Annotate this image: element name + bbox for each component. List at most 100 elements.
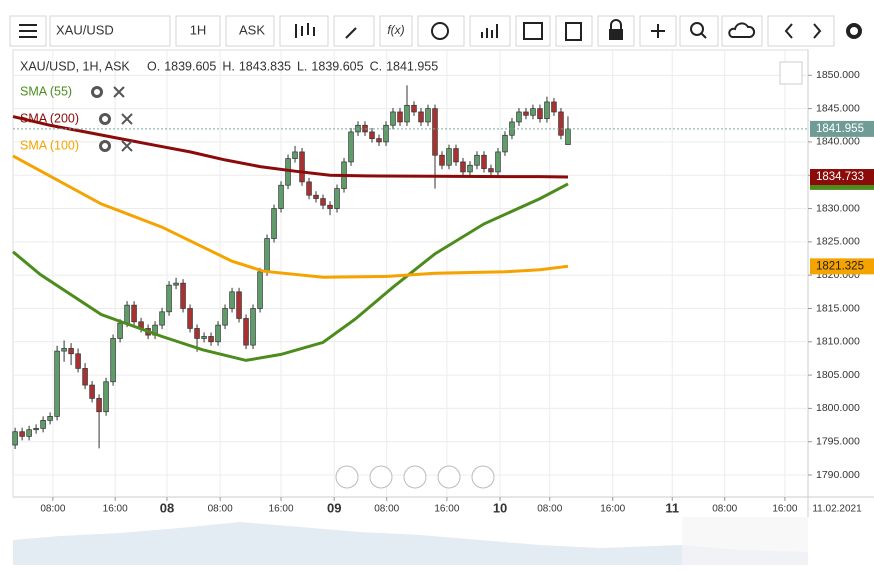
candle-body [117,322,123,339]
candle-body [33,428,39,431]
x-tick-label: 11 [665,500,679,515]
candle-body [383,124,389,143]
date-label: 11.02.2021 [812,504,862,515]
candle-body [292,151,298,159]
y-tick-label: 1840.000 [816,136,860,148]
chart-type-button[interactable] [279,15,329,47]
ohlc-value: 1841.955 [386,59,438,73]
y-tick-label: 1810.000 [816,336,860,348]
pen-icon [345,27,357,39]
candle-body [54,350,60,417]
candle-body [236,291,242,319]
x-tick-label: 16:00 [434,504,459,515]
candle-body [411,104,417,113]
zoom-handle [700,32,707,39]
x-tick-label: 16:00 [103,504,128,515]
candle-body [530,108,536,116]
nav-left[interactable] [335,465,359,489]
candle-body [173,282,179,286]
candle-body [299,151,305,183]
candle-body [320,198,326,206]
candle-body [558,111,564,136]
legend-settings[interactable] [91,86,103,98]
indicator-button[interactable] [469,15,511,47]
candle-body [467,164,473,173]
legend-label: SMA (100) [20,138,79,152]
bars-icon [481,24,498,38]
candle-body [271,208,277,239]
y-tick-label: 1800.000 [816,402,860,414]
nav-zoom-out[interactable] [369,465,393,489]
ohlc-info: O. 1839.605 H. 1843.835 L. 1839.605 C. 1841.955 [147,59,438,73]
candle-body [488,168,494,173]
lock-icon [609,29,623,40]
candle-body [19,431,25,437]
candle-body [544,101,550,119]
candle-body [187,308,193,329]
candle-body [131,304,137,323]
price-type-button[interactable] [225,15,275,47]
y-tick-label: 1845.000 [816,102,860,114]
nav-reset[interactable] [403,465,427,489]
cloud-button[interactable] [721,15,763,47]
candle-body [334,188,340,209]
candle-icon [295,23,315,38]
candle-body [180,282,186,309]
candle-body [397,111,403,123]
legend-remove[interactable] [113,86,125,98]
interval-text: 1H [190,22,207,37]
legend-remove[interactable] [121,113,133,125]
template-button[interactable] [555,15,593,47]
interval-button[interactable] [175,15,221,47]
candle-body [82,368,88,386]
scroll-buttons[interactable] [767,15,835,47]
candle-body [474,154,480,166]
candle-body [306,181,312,196]
legend-remove[interactable] [121,140,133,152]
candle-body [327,204,333,209]
candle-body [460,161,466,173]
sma-line [12,154,569,279]
y-tick-label: 1805.000 [816,369,860,381]
candle-body [40,420,46,429]
candle-body [12,431,18,446]
legend-settings[interactable] [99,113,111,125]
nav-zoom-in[interactable] [437,465,461,489]
candle-body [425,108,431,123]
candle-body [89,384,95,399]
info-button[interactable] [417,15,465,47]
candle-body [348,131,354,163]
y-tick-label: 1850.000 [816,69,860,81]
ohlc-value: 1843.835 [239,59,291,73]
toolbar: XAU/USD 1H ASK f(x) [9,15,862,47]
candle-body [68,348,74,355]
calendar-button[interactable] [515,15,551,47]
candle-body [61,348,67,352]
x-tick-label: 16:00 [269,504,294,515]
y-tick-label: 1790.000 [816,469,860,481]
legend: SMA (55) SMA (200) SMA (100) [20,84,133,152]
candle-body [537,108,543,119]
nav-right[interactable] [471,465,495,489]
candle-body [103,381,109,413]
legend-settings[interactable] [99,140,111,152]
expand-button[interactable] [779,61,803,85]
navigator-area [13,522,808,565]
settings-icon[interactable] [846,23,862,39]
candle-body [222,308,228,326]
zoom-button[interactable] [679,15,719,47]
function-button[interactable] [379,15,413,47]
price-labels: 1834.733 1821.325 1841.955 [810,120,874,275]
candle-body [313,194,319,199]
candle-body [159,311,165,326]
x-tick-label: 08 [160,500,174,515]
doc-icon [565,22,582,41]
candle-body [243,318,249,346]
y-tick-label: 1815.000 [816,302,860,314]
grid: 1790.000 1795.000 1800.000 1805.000 1810.000… [13,50,860,515]
x-tick-label: 16:00 [600,504,625,515]
symbol-input[interactable] [49,15,171,47]
navigator-window[interactable] [682,517,808,565]
candle-body [250,308,256,346]
